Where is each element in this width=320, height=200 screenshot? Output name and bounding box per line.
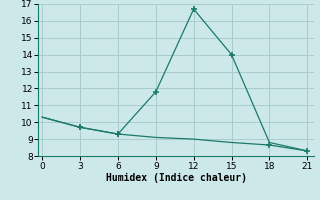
X-axis label: Humidex (Indice chaleur): Humidex (Indice chaleur) — [106, 173, 246, 183]
